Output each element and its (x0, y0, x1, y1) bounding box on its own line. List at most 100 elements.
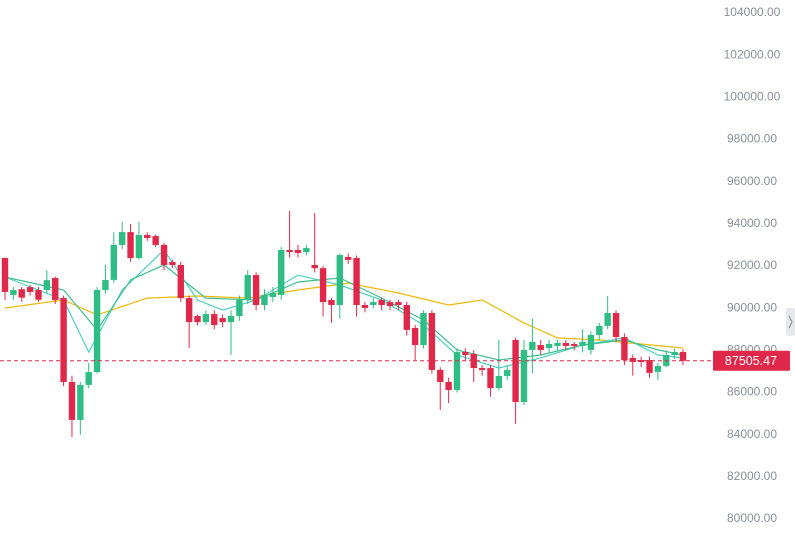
candle-body (202, 314, 210, 323)
candle-body (529, 341, 536, 350)
candle-body (420, 313, 427, 346)
candle-body (211, 314, 218, 326)
candle-body (219, 318, 226, 323)
candle-body (445, 381, 452, 390)
y-tick-label: 92000.00 (727, 258, 777, 272)
candle-body (403, 305, 410, 330)
candle-body (52, 278, 59, 300)
candle-body (252, 275, 260, 306)
candle-body (395, 302, 402, 306)
candle-body (77, 384, 84, 420)
candle-body (269, 293, 277, 298)
y-tick-label: 82000.00 (727, 469, 777, 483)
moving-average-line (4, 249, 684, 369)
y-tick-label: 98000.00 (727, 132, 777, 146)
candle-body (85, 372, 92, 385)
candle-body (545, 344, 553, 349)
candle-body (370, 302, 377, 306)
candle-body (654, 365, 662, 372)
candle-body (127, 232, 134, 259)
y-tick-label: 94000.00 (727, 216, 777, 230)
candle-body (152, 236, 159, 245)
candle-body (110, 244, 118, 280)
candle-body (679, 352, 687, 361)
moving-average-line (4, 282, 684, 349)
candle-body (135, 235, 143, 259)
candle-body (470, 353, 477, 369)
y-tick-label: 80000.00 (727, 511, 777, 525)
candle-body (278, 249, 285, 295)
candle-body (378, 299, 385, 306)
candle-body (244, 275, 251, 300)
candle-body (18, 289, 25, 298)
candle-body (428, 313, 436, 370)
candle-body (294, 249, 302, 253)
candle-body (236, 299, 243, 316)
candle-body (118, 232, 126, 245)
y-tick-label: 84000.00 (727, 427, 777, 441)
candle-body (579, 341, 586, 346)
candle-body (177, 264, 184, 299)
candle-body (194, 315, 201, 323)
candle-body (495, 376, 503, 389)
candle-body (68, 381, 76, 420)
candle-body (43, 280, 51, 291)
candle-body (621, 337, 628, 361)
y-tick-label: 102000.00 (724, 47, 781, 61)
candle-body (286, 249, 293, 253)
candle-body (612, 313, 620, 338)
candle-body (437, 369, 444, 382)
side-tab[interactable] (786, 308, 795, 336)
candle-body (629, 357, 636, 362)
candle-body (10, 290, 17, 295)
candle-body (462, 352, 469, 355)
candle-body (261, 294, 268, 306)
candle-body (93, 290, 101, 373)
candle-body (512, 340, 519, 402)
candle-body (637, 360, 645, 362)
candle-body (570, 344, 578, 346)
candle-body (328, 299, 335, 306)
side-tab-arrow (788, 315, 793, 329)
candle-body (411, 327, 419, 346)
candle-body (319, 268, 327, 303)
candle-body (311, 264, 318, 269)
candle-body (102, 279, 109, 291)
candle-body (478, 368, 486, 370)
candle-body (453, 352, 461, 390)
candle-body (587, 334, 595, 350)
candle-body (562, 342, 570, 346)
y-tick-label: 96000.00 (727, 174, 777, 188)
candle-body (144, 235, 151, 238)
candle-body (554, 342, 561, 346)
candle-body (646, 360, 653, 373)
candle-body (361, 305, 369, 308)
y-tick-label: 100000.00 (724, 90, 781, 104)
last-price-label: 87505.47 (725, 354, 777, 368)
y-tick-label: 90000.00 (727, 300, 777, 314)
candle-body (169, 262, 176, 265)
y-tick-label: 104000.00 (724, 5, 781, 19)
candle-body (26, 287, 34, 292)
candle-body (596, 325, 603, 335)
y-tick-label: 86000.00 (727, 385, 777, 399)
candle-body (487, 368, 494, 389)
candle-body (336, 255, 344, 306)
candle-body (1, 258, 9, 292)
candle-body (344, 256, 352, 260)
candle-body (520, 349, 528, 402)
candle-body (60, 298, 67, 382)
candle-body (160, 244, 168, 265)
candle-body (671, 352, 678, 355)
last-price-box (713, 350, 790, 371)
candle-body (185, 298, 193, 323)
candle-body (604, 313, 611, 326)
candle-body (303, 248, 310, 253)
candle-body (35, 290, 42, 300)
candle-body (504, 369, 511, 377)
candle-body (227, 315, 235, 323)
candle-body (386, 302, 394, 307)
candle-body (353, 258, 360, 306)
